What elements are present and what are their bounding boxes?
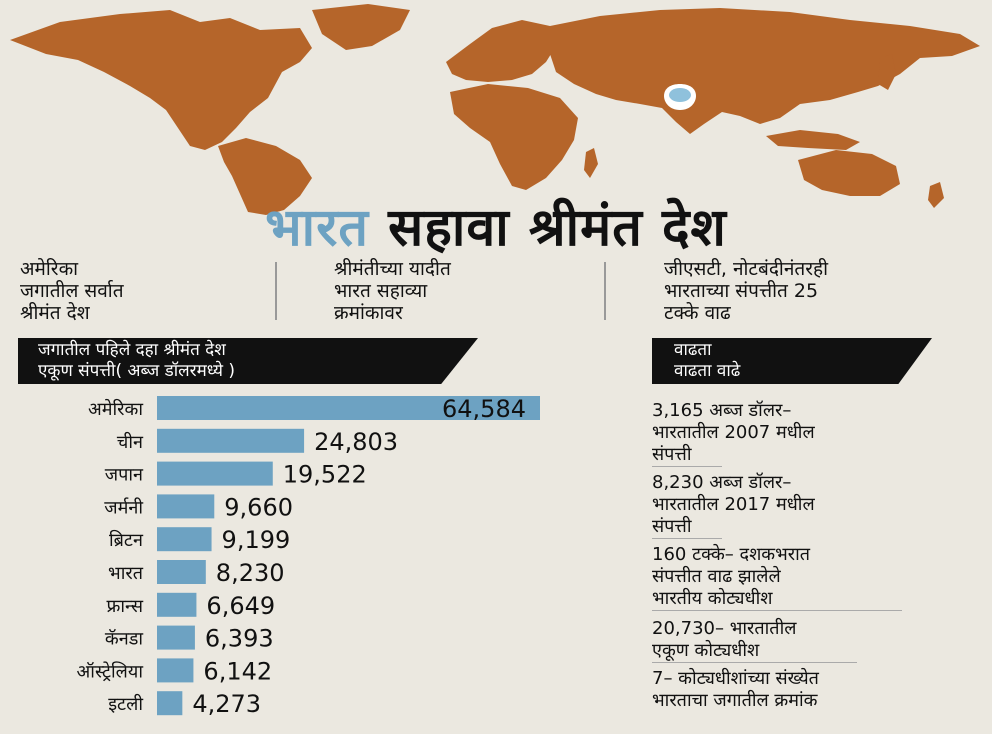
side-item-line: 160 टक्के– दशकभरात	[652, 544, 811, 565]
category-label: अमेरिका	[88, 398, 143, 420]
fact-line: भारत सहाव्या	[334, 280, 428, 302]
side-item-line: 3,165 अब्ज डॉलर–	[652, 400, 792, 421]
map-europe	[446, 20, 556, 82]
side-item-line: संपत्ती	[652, 444, 722, 467]
fact-card-3: जीएसटी, नोटबंदीनंतरही भारताच्या संपत्तीत…	[664, 258, 974, 324]
category-label: चीन	[117, 431, 144, 453]
side-item-2: 8,230 अब्ज डॉलर– भारतातील 2017 मधील संपत…	[652, 472, 952, 539]
side-item-1: 3,165 अब्ज डॉलर– भारतातील 2007 मधील संपत…	[652, 400, 952, 467]
value-label: 9,660	[224, 493, 293, 521]
category-label: ब्रिटन	[109, 529, 144, 551]
chart-title: जगातील पहिले दहा श्रीमंत देश	[38, 340, 226, 360]
category-label: जपान	[105, 465, 144, 486]
map-japan	[878, 54, 896, 90]
divider	[275, 262, 277, 320]
side-item-line: संपत्ती	[652, 516, 722, 539]
value-label: 6,142	[203, 657, 272, 685]
fact-line: टक्के वाढ	[664, 302, 731, 324]
map-greenland	[312, 4, 410, 50]
map-australia	[798, 150, 900, 196]
side-item-line: भारतातील 2017 मधील	[652, 494, 815, 515]
fact-line: जीएसटी, नोटबंदीनंतरही	[664, 258, 829, 280]
world-map	[10, 4, 980, 215]
value-label: 24,803	[314, 428, 398, 456]
chart-header: जगातील पहिले दहा श्रीमंत देश एकूण संपत्त…	[18, 338, 478, 384]
value-label: 9,199	[222, 526, 291, 554]
value-label: 4,273	[192, 690, 261, 718]
value-label: 8,230	[216, 559, 285, 587]
map-new-zealand	[928, 182, 944, 208]
fact-line: श्रीमंतीच्या यादीत	[334, 258, 451, 280]
bar	[157, 592, 197, 617]
fact-line: श्रीमंत देश	[20, 302, 90, 324]
side-item-line: भारताचा जगातील क्रमांक	[652, 690, 818, 711]
value-label: 64,584	[442, 395, 526, 423]
chart-subtitle: एकूण संपत्ती( अब्ज डॉलरमध्ये )	[38, 361, 236, 381]
bar	[157, 658, 194, 683]
fact-card-1: अमेरिका जगातील सर्वात श्रीमंत देश	[20, 258, 300, 324]
map-south-america	[218, 138, 312, 215]
bar	[157, 625, 195, 650]
side-item-line: 8,230 अब्ज डॉलर–	[652, 472, 792, 493]
side-item-line: एकूण कोट्यधीश	[652, 640, 857, 663]
side-header-line: वाढता वाढे	[674, 361, 741, 381]
value-label: 19,522	[283, 461, 367, 489]
map-asia	[550, 8, 980, 134]
fact-card-2: श्रीमंतीच्या यादीत भारत सहाव्या क्रमांका…	[334, 258, 614, 324]
map-africa	[450, 84, 578, 190]
bar	[157, 428, 305, 453]
divider	[604, 262, 606, 320]
value-label: 6,393	[205, 625, 274, 653]
side-item-5: 7– कोट्यधीशांच्या संख्येत भारताचा जगातील…	[652, 668, 952, 712]
side-header: वाढता वाढता वाढे	[652, 338, 932, 384]
side-item-line: 20,730– भारतातील	[652, 618, 797, 639]
title-accent: भारत	[265, 198, 369, 258]
bar	[157, 560, 206, 584]
category-label: भारत	[108, 563, 144, 584]
page-title: भारत सहावा श्रीमंत देश	[0, 196, 992, 260]
category-label: कॅनडा	[105, 629, 143, 650]
side-header-line: वाढता	[674, 340, 712, 360]
side-item-line: संपत्तीत वाढ झालेले	[652, 566, 781, 587]
fact-line: भारताच्या संपत्तीत 25	[664, 280, 819, 302]
category-label: इटली	[108, 693, 143, 715]
bar	[157, 494, 215, 519]
category-label: फ्रान्स	[106, 596, 143, 617]
side-item-line: 7– कोट्यधीशांच्या संख्येत	[652, 668, 819, 689]
side-item-line: भारतीय कोट्यधीश	[652, 588, 902, 611]
fact-line: अमेरिका	[20, 258, 79, 280]
side-item-3: 160 टक्के– दशकभरात संपत्तीत वाढ झालेले भ…	[652, 544, 952, 611]
location-pin-icon	[664, 84, 696, 110]
category-label: ऑस्ट्रेलिया	[77, 660, 144, 682]
map-indonesia	[766, 130, 860, 150]
category-label: जर्मनी	[104, 496, 143, 518]
map-north-america	[10, 10, 312, 150]
value-label: 6,649	[206, 592, 275, 620]
side-item-line: भारतातील 2007 मधील	[652, 422, 815, 443]
bar	[157, 461, 273, 486]
fact-line: जगातील सर्वात	[20, 280, 124, 302]
bar-chart: अमेरिका 64,584 चीन 24,803 जपान 19,522 जर्मनी 9,…	[77, 395, 540, 718]
title-main: सहावा श्रीमंत देश	[388, 198, 727, 258]
bar	[157, 691, 183, 716]
bar	[157, 396, 540, 420]
map-madagascar	[584, 148, 598, 178]
fact-line: क्रमांकावर	[334, 302, 403, 324]
side-item-4: 20,730– भारतातील एकूण कोट्यधीश	[652, 618, 952, 663]
bar	[157, 527, 212, 552]
